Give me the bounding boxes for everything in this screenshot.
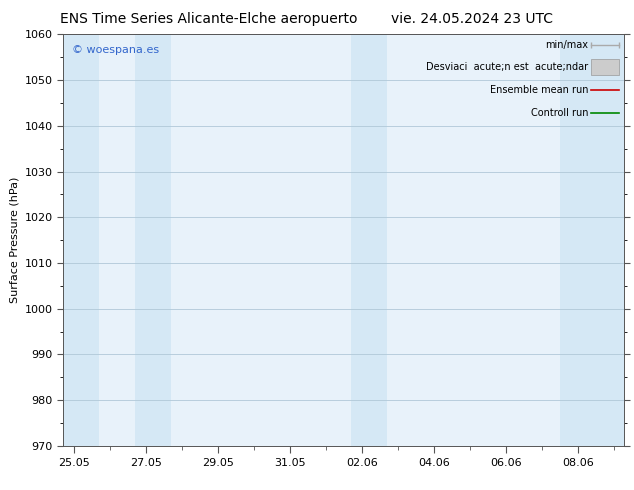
Bar bbox=[135, 34, 171, 446]
Text: © woespana.es: © woespana.es bbox=[72, 45, 159, 54]
Bar bbox=[63, 34, 100, 446]
Text: Desviaci  acute;n est  acute;ndar: Desviaci acute;n est acute;ndar bbox=[426, 62, 588, 72]
Bar bbox=[560, 34, 624, 446]
Text: Controll run: Controll run bbox=[531, 107, 588, 118]
Y-axis label: Surface Pressure (hPa): Surface Pressure (hPa) bbox=[10, 177, 19, 303]
Bar bbox=[351, 34, 387, 446]
Bar bbox=[591, 59, 619, 75]
Text: vie. 24.05.2024 23 UTC: vie. 24.05.2024 23 UTC bbox=[391, 12, 553, 26]
Text: ENS Time Series Alicante-Elche aeropuerto: ENS Time Series Alicante-Elche aeropuert… bbox=[60, 12, 358, 26]
Text: min/max: min/max bbox=[545, 40, 588, 49]
Text: Ensemble mean run: Ensemble mean run bbox=[489, 85, 588, 95]
